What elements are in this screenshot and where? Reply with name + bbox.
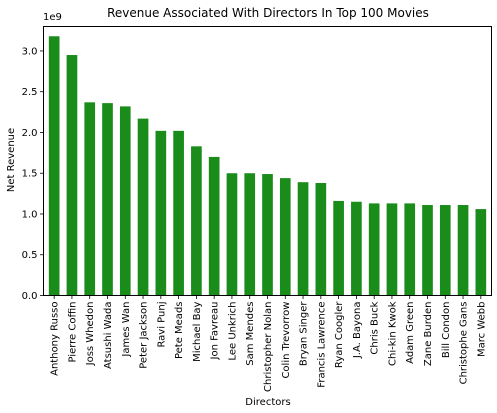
bar-17 xyxy=(351,201,362,296)
y-offset-text: 1e9 xyxy=(43,12,62,23)
x-tick-label-6: Ravi Punj xyxy=(156,302,167,348)
y-axis-title: Net Revenue xyxy=(6,128,17,192)
x-axis: Anthony Russo Pierre Coffin Joss Whedon Ats… xyxy=(50,295,487,392)
y-axis: 0.0 0.5 1.0 1.5 2.0 2.5 3.0 xyxy=(22,46,44,302)
y-tick-label-6: 3.0 xyxy=(22,46,38,57)
x-tick-label-15: Francis Lawrence xyxy=(316,302,327,388)
x-tick-label-23: Christophe Gans xyxy=(459,302,470,385)
bar-12 xyxy=(262,174,273,296)
x-tick-label-0: Anthony Russo xyxy=(50,302,61,376)
bar-2 xyxy=(84,102,96,296)
x-tick-label-17: J.A. Bayona xyxy=(352,302,363,360)
bar-7 xyxy=(173,130,184,296)
y-tick-label-0: 0.0 xyxy=(22,291,38,302)
bar-13 xyxy=(279,178,291,296)
x-tick-label-12: Christopher Nolan xyxy=(263,302,274,392)
x-tick-label-24: Marc Webb xyxy=(476,301,487,356)
y-tick-label-2: 1.0 xyxy=(22,209,38,220)
x-tick-label-19: Chi-kin Kwok xyxy=(387,301,398,366)
bar-22 xyxy=(439,205,451,296)
bar-15 xyxy=(315,183,327,296)
x-tick-label-22: Bill Condon xyxy=(441,302,452,359)
bar-4 xyxy=(119,106,131,296)
bar-1 xyxy=(66,55,78,296)
bar-8 xyxy=(191,146,202,296)
x-tick-label-8: Michael Bay xyxy=(192,301,203,361)
y-tick-label-1: 0.5 xyxy=(22,250,38,261)
x-tick-label-2: Joss Whedon xyxy=(85,302,96,367)
x-tick-label-3: Atsushi Wada xyxy=(103,302,114,370)
x-tick-label-9: Jon Favreau xyxy=(210,302,221,361)
plot-frame xyxy=(43,26,492,296)
x-axis-title: Directors xyxy=(245,397,290,408)
bar-0 xyxy=(48,36,60,296)
x-tick-label-1: Pierre Coffin xyxy=(67,302,78,363)
x-tick-label-10: Lee Unkrich xyxy=(227,302,238,361)
bar-16 xyxy=(333,200,344,296)
x-tick-label-7: Pete Meads xyxy=(174,302,185,360)
y-tick-label-4: 2.0 xyxy=(22,128,38,139)
bar-10 xyxy=(226,173,238,296)
bar-21 xyxy=(422,205,433,296)
chart-title: Revenue Associated With Directors In Top… xyxy=(107,6,429,20)
bar-6 xyxy=(155,130,167,296)
x-tick-label-21: Zane Burden xyxy=(423,302,434,367)
x-tick-label-13: Colin Trevorrow xyxy=(281,302,292,379)
x-tick-label-4: James Wan xyxy=(121,302,132,358)
bar-5 xyxy=(137,118,149,296)
x-tick-label-20: Adam Green xyxy=(405,302,416,364)
bar-23 xyxy=(457,205,469,296)
bar-11 xyxy=(244,173,256,296)
bar-3 xyxy=(102,103,113,296)
x-tick-label-14: Bryan Singer xyxy=(299,301,310,366)
y-tick-label-5: 2.5 xyxy=(22,87,38,98)
bar-9 xyxy=(208,156,220,296)
x-tick-label-11: Sam Mendes xyxy=(245,302,256,366)
bar-20 xyxy=(404,203,416,296)
bar-24 xyxy=(475,209,487,296)
bar-19 xyxy=(386,203,398,296)
x-tick-label-5: Peter Jackson xyxy=(139,302,150,369)
bar-14 xyxy=(297,182,309,296)
x-tick-label-18: Chris Buck xyxy=(370,301,381,354)
y-tick-label-3: 1.5 xyxy=(22,169,38,180)
bars-group xyxy=(48,36,487,296)
bar-18 xyxy=(368,203,380,296)
x-tick-label-16: Ryan Coogler xyxy=(334,301,345,368)
